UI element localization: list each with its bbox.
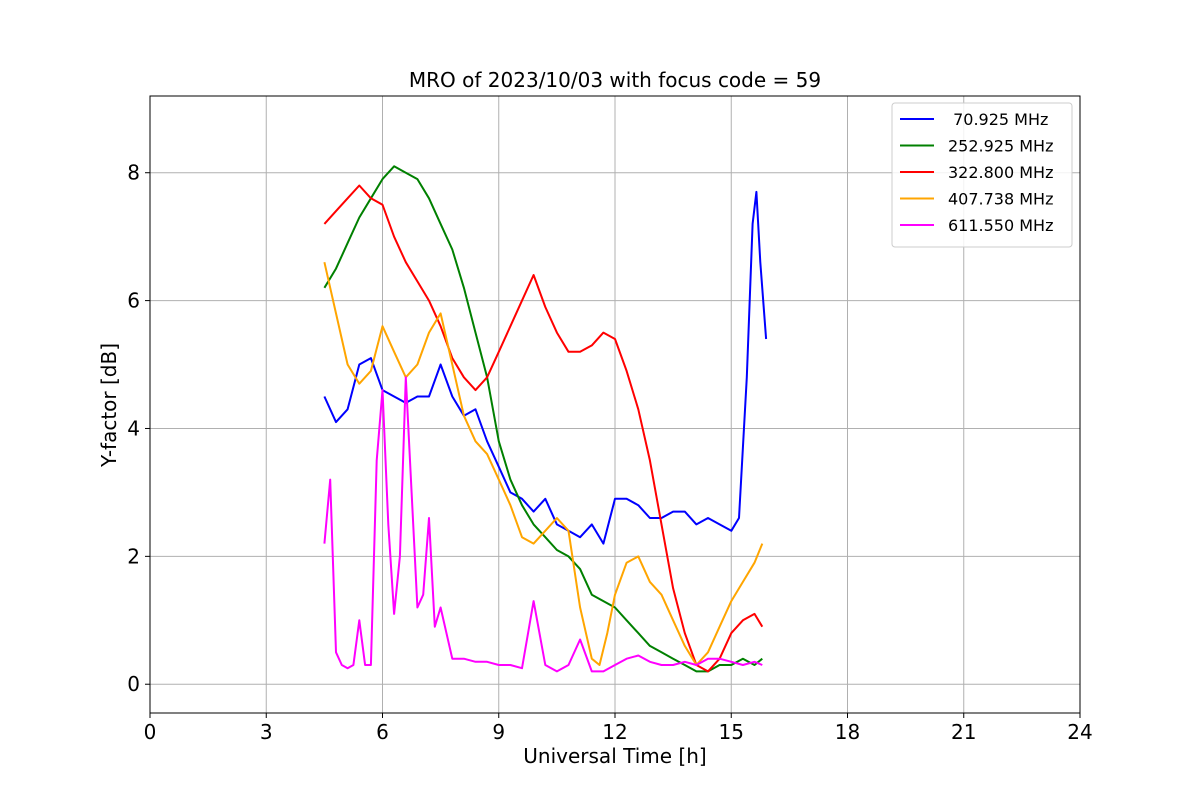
series-line-1 xyxy=(323,165,763,673)
series-layer xyxy=(323,165,768,673)
x-tick-label: 9 xyxy=(492,720,505,744)
legend-box xyxy=(891,102,1073,248)
x-tick-label: 3 xyxy=(260,720,273,744)
legend-label: 611.550 MHz xyxy=(948,216,1053,235)
x-tick-label: 12 xyxy=(602,720,627,744)
legend-label: 252.925 MHz xyxy=(948,137,1053,156)
y-tick-label: 2 xyxy=(127,544,140,568)
legend-label: 407.738 MHz xyxy=(948,190,1053,209)
series-line-2 xyxy=(323,184,764,673)
y-tick-label: 0 xyxy=(127,672,140,696)
legend-label: 70.925 MHz xyxy=(948,110,1048,129)
x-tick-label: 24 xyxy=(1067,720,1092,744)
y-axis-label: Y-factor [dB] xyxy=(97,343,121,468)
y-tick-label: 8 xyxy=(127,161,140,185)
legend: 70.925 MHz 252.925 MHz 322.800 MHz 407.738 … xyxy=(891,102,1073,248)
legend-label: 322.800 MHz xyxy=(948,163,1053,182)
y-tick-label: 4 xyxy=(127,416,140,440)
series-line-4 xyxy=(323,376,763,673)
y-tick-label: 6 xyxy=(127,289,140,313)
x-axis-label: Universal Time [h] xyxy=(523,744,706,768)
x-tick-label: 15 xyxy=(719,720,744,744)
series-line-0 xyxy=(323,190,768,545)
series-line-3 xyxy=(323,261,764,666)
x-tick-label: 0 xyxy=(144,720,157,744)
x-tick-label: 6 xyxy=(376,720,389,744)
x-axis: 0 3 6 9 12 15 18 21 24 xyxy=(144,713,1093,744)
x-tick-label: 21 xyxy=(951,720,976,744)
y-axis: 0 2 4 6 8 xyxy=(127,161,150,696)
x-tick-label: 18 xyxy=(835,720,860,744)
chart-title: MRO of 2023/10/03 with focus code = 59 xyxy=(409,68,821,92)
